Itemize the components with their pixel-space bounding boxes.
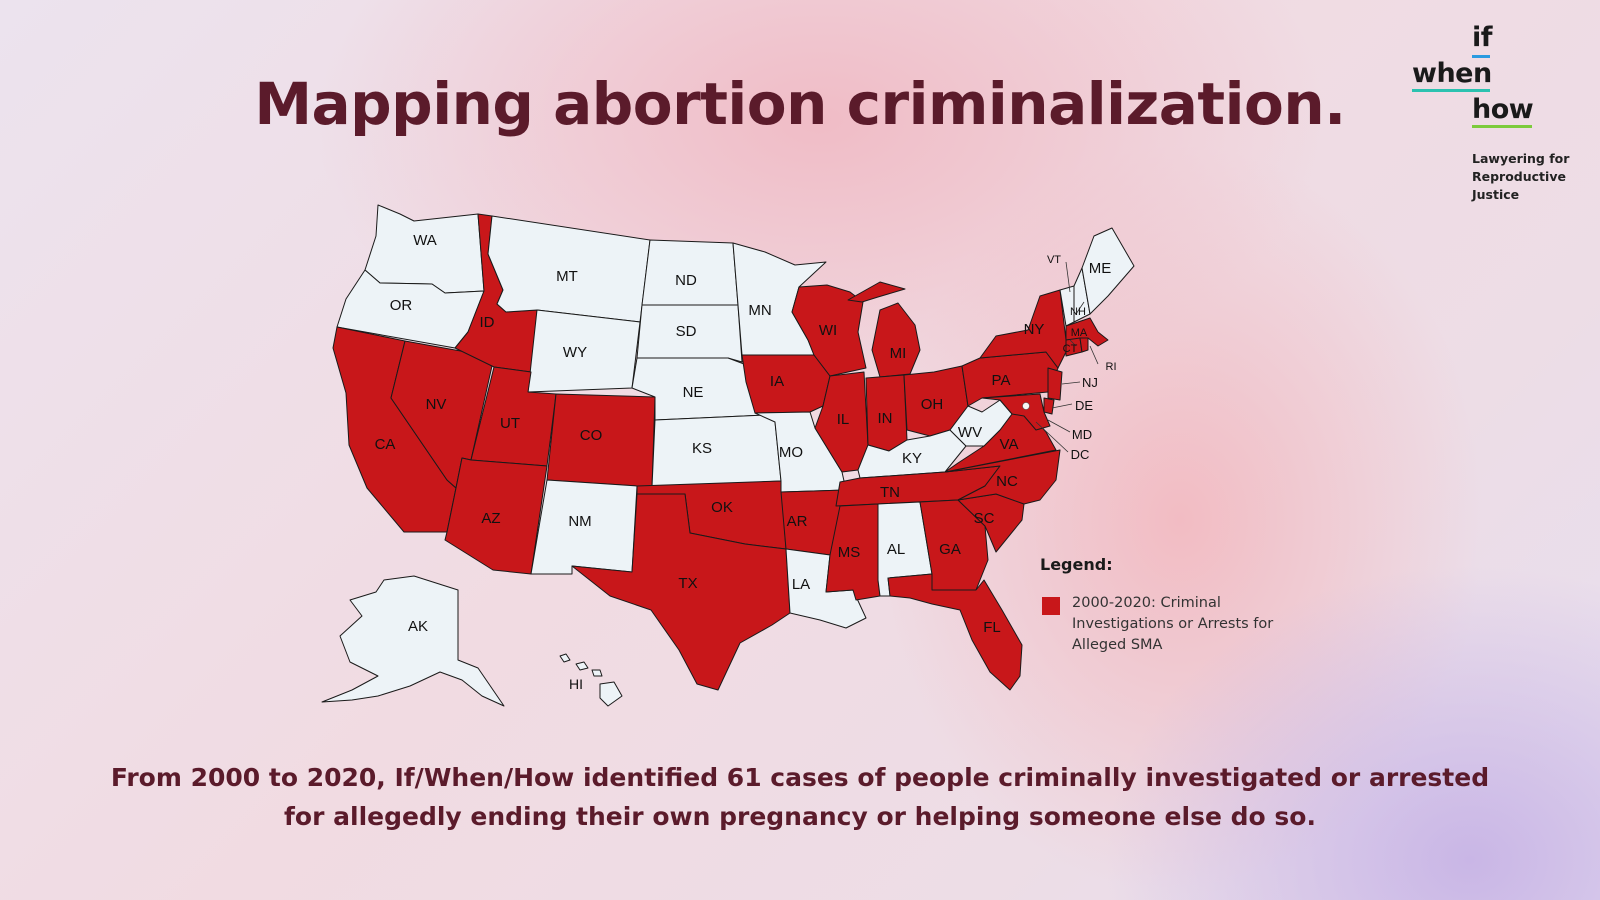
label-al: AL	[887, 541, 905, 558]
label-az: AZ	[481, 510, 500, 527]
logo-tagline: Lawyering for Reproductive Justice	[1472, 150, 1569, 204]
state-sd	[636, 304, 743, 363]
state-il	[814, 371, 869, 473]
label-sc: SC	[974, 510, 995, 527]
label-nv: NV	[426, 396, 447, 413]
state-ak	[321, 575, 505, 707]
legend-swatch	[1042, 597, 1060, 615]
footer-line-2: for allegedly ending their own pregnancy…	[284, 802, 1316, 831]
ifwhenhow-logo: if when how Lawyering for Reproductive J…	[1408, 22, 1588, 212]
state-wi	[791, 284, 867, 377]
label-wv: WV	[958, 424, 982, 441]
label-nd: ND	[675, 272, 697, 289]
label-ms: MS	[838, 544, 861, 561]
state-nj	[1047, 367, 1063, 401]
state-ri	[1079, 337, 1089, 353]
tagline-line-2: Reproductive	[1472, 169, 1566, 184]
state-wa	[364, 204, 485, 294]
state-nc	[944, 449, 1061, 505]
label-or: OR	[390, 297, 413, 314]
label-co: CO	[580, 427, 603, 444]
label-mt: MT	[556, 268, 578, 285]
label-tn: TN	[880, 484, 900, 501]
page-title: Mapping abortion criminalization.	[254, 70, 1346, 138]
label-id: ID	[480, 314, 495, 331]
label-oh: OH	[921, 396, 944, 413]
leader-lines	[1035, 261, 1099, 453]
label-wi: WI	[819, 322, 837, 339]
label-ca: CA	[375, 436, 396, 453]
label-nc: NC	[996, 473, 1018, 490]
label-wy: WY	[563, 344, 587, 361]
label-mo: MO	[779, 444, 803, 461]
legend: Legend: 2000-2020: Criminal Investigatio…	[1040, 555, 1300, 653]
label-ks: KS	[692, 440, 712, 457]
tagline-line-1: Lawyering for	[1472, 151, 1570, 166]
state-labels: WA OR CA NV ID MT WY UT AZ CO NM ND SD N…	[375, 232, 1117, 692]
label-ma: MA	[1071, 327, 1088, 339]
tagline-line-3: Justice	[1472, 187, 1520, 202]
label-vt: VT	[1047, 254, 1061, 266]
state-ny	[979, 289, 1067, 369]
state-me	[1081, 227, 1135, 315]
us-map-svg: WA OR CA NV ID MT WY UT AZ CO NM ND SD N…	[321, 204, 1135, 707]
state-md	[981, 393, 1051, 431]
label-mn: MN	[748, 302, 771, 319]
label-ak: AK	[408, 618, 428, 635]
logo-word-when: when	[1412, 58, 1492, 89]
logo-word-if: if	[1472, 22, 1493, 53]
label-ky: KY	[902, 450, 922, 467]
label-tx: TX	[678, 575, 697, 592]
label-hi: HI	[569, 676, 583, 692]
label-nh: NH	[1070, 306, 1086, 318]
state-fl	[887, 573, 1023, 691]
label-ok: OK	[711, 499, 733, 516]
footer-line-1: From 2000 to 2020, If/When/How identifie…	[110, 763, 1490, 792]
label-la: LA	[792, 576, 810, 593]
label-pa: PA	[992, 372, 1011, 389]
logo-bar-teal	[1412, 89, 1490, 92]
footer-text: From 2000 to 2020, If/When/How identifie…	[0, 758, 1600, 836]
label-me: ME	[1089, 260, 1112, 277]
logo-bar-blue	[1472, 55, 1490, 58]
state-ks	[651, 414, 782, 488]
label-ny: NY	[1024, 321, 1045, 338]
label-ri: RI	[1106, 361, 1117, 373]
label-ct: CT	[1063, 343, 1078, 355]
label-md: MD	[1072, 427, 1092, 442]
state-az	[444, 457, 548, 575]
logo-bar-green	[1472, 125, 1532, 128]
label-va: VA	[1000, 436, 1019, 453]
label-nm: NM	[568, 513, 591, 530]
state-hi	[559, 653, 623, 707]
label-ia: IA	[770, 373, 784, 390]
label-ar: AR	[787, 513, 808, 530]
label-dc: DC	[1071, 447, 1090, 462]
label-nj: NJ	[1082, 375, 1098, 390]
state-de	[1043, 397, 1055, 415]
logo-word-how: how	[1472, 94, 1534, 125]
legend-item-text: 2000-2020: Criminal Investigations or Ar…	[1072, 595, 1274, 653]
label-ga: GA	[939, 541, 961, 558]
label-in: IN	[878, 410, 893, 427]
label-wa: WA	[413, 232, 437, 249]
label-sd: SD	[676, 323, 697, 340]
label-ne: NE	[683, 384, 704, 401]
us-map: WA OR CA NV ID MT WY UT AZ CO NM ND SD N…	[318, 198, 1168, 718]
dc-marker	[1022, 402, 1030, 410]
label-fl: FL	[983, 619, 1001, 636]
state-tx	[571, 493, 791, 691]
label-il: IL	[837, 411, 850, 428]
label-de: DE	[1075, 398, 1093, 413]
label-ut: UT	[500, 415, 520, 432]
legend-title: Legend:	[1040, 555, 1113, 574]
state-mi	[847, 281, 921, 378]
state-ia	[741, 354, 831, 414]
label-mi: MI	[890, 345, 907, 362]
